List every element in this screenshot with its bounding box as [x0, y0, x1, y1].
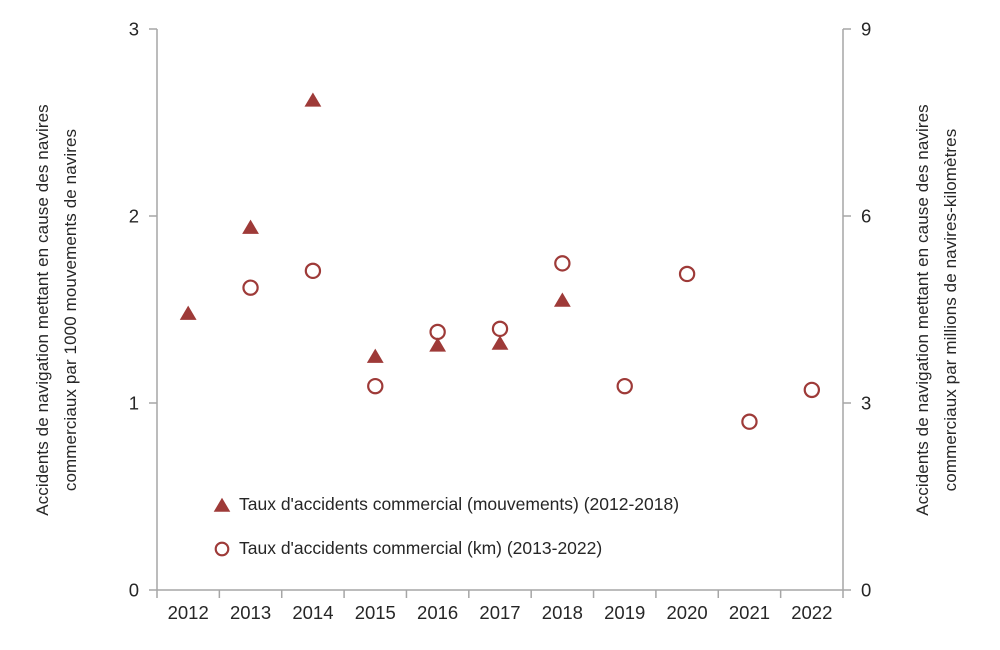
data-point-circle [554, 255, 571, 272]
x-axis-label: 2018 [542, 602, 583, 623]
x-axis-label: 2022 [791, 602, 832, 623]
right-axis-title-line2: commerciaux par millions de navires-kilo… [941, 128, 960, 492]
x-axis-label: 2015 [355, 602, 396, 623]
right-axis-tick-label: 6 [861, 206, 871, 227]
x-axis-label: 2013 [230, 602, 271, 623]
left-axis-tick-label: 2 [129, 206, 139, 227]
data-point-circle [429, 323, 446, 341]
data-point-triangle [304, 92, 322, 107]
x-axis-label: 2017 [479, 602, 520, 623]
x-axis-label: 2020 [667, 602, 708, 623]
right-axis-tick-label: 0 [861, 580, 871, 601]
left-axis-tick-label: 3 [129, 19, 139, 40]
data-point-circle [616, 377, 633, 395]
x-axis-label: 2016 [417, 602, 458, 623]
x-axis-label: 2021 [729, 602, 770, 623]
legend-item-km: Taux d'accidents commercial (km) (2013-2… [212, 538, 602, 559]
data-point-triangle [179, 305, 197, 320]
data-point-triangle [366, 348, 384, 363]
left-axis-title-line2: commerciaux par 1000 mouvements de navir… [61, 128, 80, 492]
legend-label-km: Taux d'accidents commercial (km) (2013-2… [239, 538, 603, 558]
right-axis-tick-label: 9 [861, 19, 871, 40]
open-circle-icon [214, 541, 230, 556]
left-axis-tick-label: 0 [129, 580, 139, 601]
data-point-circle [803, 381, 821, 399]
data-point-triangle [429, 337, 447, 352]
right-axis-title-line1: Accidents de navigation mettant en cause… [913, 104, 932, 516]
filled-triangle-icon [213, 497, 231, 512]
legend-label-mouvements: Taux d'accidents commercial (mouvements)… [239, 494, 680, 514]
x-axis-label: 2019 [604, 602, 645, 623]
left-axis-tick-label: 1 [129, 393, 139, 414]
data-point-circle [491, 320, 509, 338]
data-point-triangle [553, 292, 571, 307]
data-point-circle [367, 377, 384, 395]
x-axis-label: 2012 [168, 602, 209, 623]
right-axis-tick-label: 3 [861, 393, 871, 414]
data-point-triangle [242, 219, 259, 234]
data-point-triangle [491, 335, 509, 350]
data-point-circle [741, 413, 758, 430]
legend-item-mouvements: Taux d'accidents commercial (mouvements)… [212, 494, 679, 515]
left-axis-title: Accidents de navigation mettant en cause… [29, 0, 87, 620]
data-point-circle [242, 279, 259, 296]
data-point-circle [678, 265, 696, 283]
data-point-circle [304, 262, 322, 280]
right-axis-title: Accidents de navigation mettant en cause… [909, 0, 967, 620]
x-axis-label: 2014 [292, 602, 333, 623]
left-axis-title-line1: Accidents de navigation mettant en cause… [33, 104, 52, 516]
